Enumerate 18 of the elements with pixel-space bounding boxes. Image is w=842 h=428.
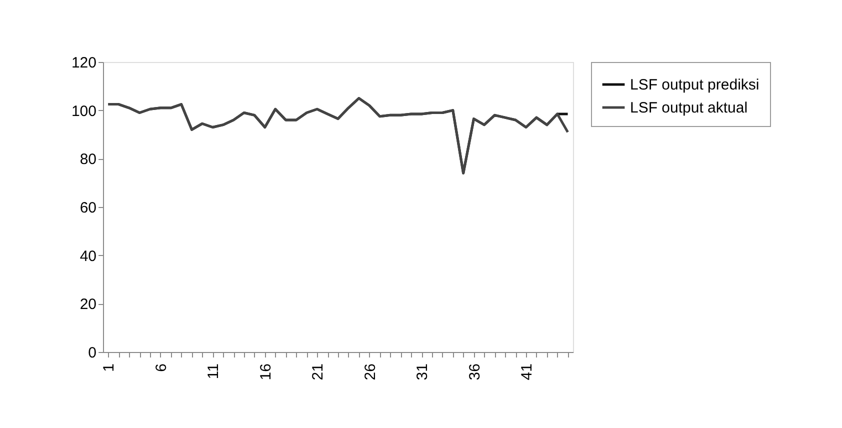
y-tick-label: 120 xyxy=(71,54,96,72)
x-tick-label: 11 xyxy=(205,364,222,380)
y-tick-label: 80 xyxy=(80,151,96,168)
y-tick-label: 20 xyxy=(80,296,96,314)
x-tick-label: 6 xyxy=(152,364,170,372)
x-tick-label: 21 xyxy=(310,364,327,380)
x-tick-label: 26 xyxy=(362,364,379,380)
y-tick-label: 0 xyxy=(88,344,96,362)
legend-label: LSF output aktual xyxy=(630,100,748,116)
y-tick-label: 40 xyxy=(80,248,96,265)
y-tick-label: 100 xyxy=(71,102,96,120)
y-tick-label: 60 xyxy=(80,200,96,216)
x-tick-label: 31 xyxy=(414,364,432,380)
legend-label: LSF output prediksi xyxy=(630,76,760,94)
x-tick-label: 16 xyxy=(257,364,274,380)
x-tick-label: 36 xyxy=(466,364,484,380)
x-tick-label: 41 xyxy=(518,364,536,380)
x-tick-label: 1 xyxy=(100,364,118,372)
